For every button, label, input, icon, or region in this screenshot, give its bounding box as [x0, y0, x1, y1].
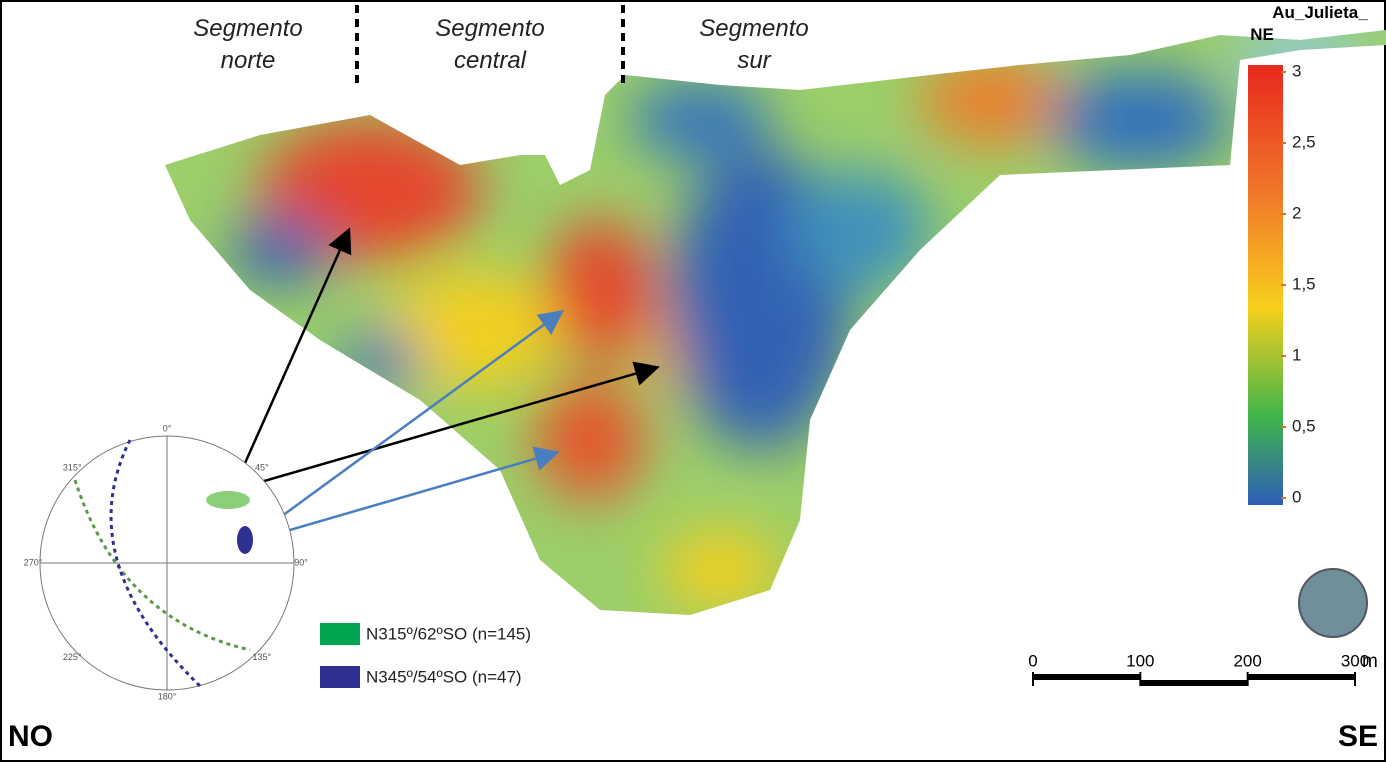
globe-icon	[1298, 568, 1368, 638]
colorbar-tick-label: 2	[1292, 203, 1301, 222]
scale-segment	[1247, 674, 1355, 680]
stereonet-label: 270°	[24, 557, 43, 567]
colorbar-tick-label: 3	[1292, 61, 1301, 80]
stereonet-label: 0°	[163, 423, 172, 433]
colorbar-tick-label: 2,5	[1292, 132, 1316, 151]
stereonet-label: 180°	[158, 691, 177, 701]
stereonet-label: 135°	[252, 652, 271, 662]
scale-label: 300	[1341, 651, 1369, 670]
legend-label: N315º/62ºSO (n=145)	[366, 624, 531, 643]
colorbar-tick-label: 1	[1292, 345, 1301, 364]
stereonet-label: 315°	[63, 463, 82, 473]
scale-segment	[1140, 680, 1248, 686]
colorbar	[1248, 65, 1283, 505]
scale-label: 200	[1233, 651, 1261, 670]
colorbar-tick-label: 1,5	[1292, 274, 1316, 293]
segment-label: Segmento norte	[193, 15, 302, 74]
scale-label: 100	[1126, 651, 1154, 670]
stereonet-label: 90°	[294, 557, 308, 567]
legend-swatch	[320, 666, 360, 688]
segment-label: Segmento central	[435, 15, 544, 74]
stereonet	[39, 435, 295, 691]
colorbar-title: Au_Julieta_ NE	[1250, 3, 1368, 44]
scale-segment	[1033, 674, 1141, 680]
colorbar-tick-label: 0	[1292, 487, 1301, 506]
arrows	[231, 227, 660, 545]
legend-label: N345º/54ºSO (n=47)	[366, 667, 522, 686]
stereonet-label: 45°	[255, 463, 269, 473]
scale-unit: m	[1362, 651, 1378, 672]
orientation-left: NO	[8, 720, 53, 753]
legend-swatch	[320, 623, 360, 645]
scale-label: 0	[1028, 651, 1037, 670]
orientation-right: SE	[1338, 720, 1378, 753]
stereonet-label: 225°	[63, 652, 82, 662]
segment-label: Segmento sur	[699, 15, 808, 74]
colorbar-tick-label: 0,5	[1292, 416, 1316, 435]
